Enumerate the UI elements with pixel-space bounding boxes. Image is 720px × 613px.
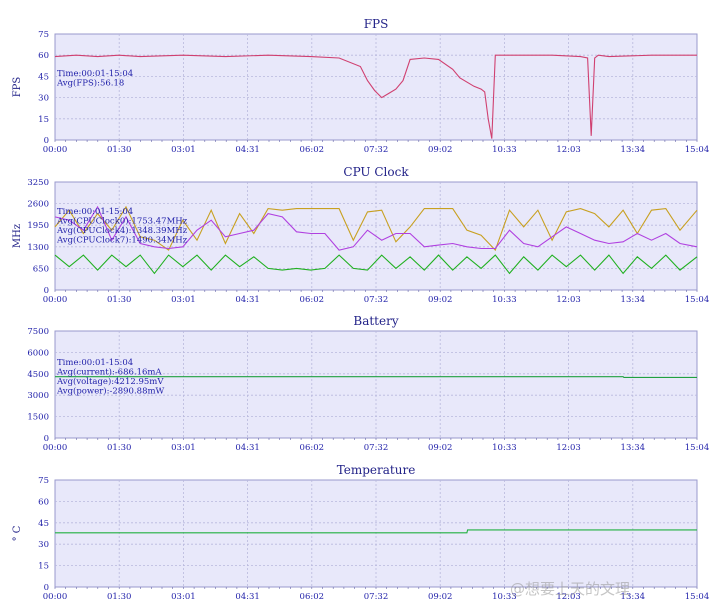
- x-tick-label: 04:31: [235, 592, 260, 602]
- x-tick-label: 04:31: [235, 443, 260, 453]
- annotation-text: Avg(CPUClock4):1348.39MHz: [56, 225, 188, 236]
- y-tick-label: 650: [33, 264, 49, 274]
- x-tick-label: 00:00: [43, 145, 68, 155]
- y-tick-label: 1950: [27, 221, 49, 231]
- y-tick-label: 3000: [27, 391, 49, 401]
- y-tick-label: 3250: [27, 178, 49, 188]
- x-tick-label: 03:01: [171, 592, 196, 602]
- x-tick-label: 09:02: [428, 592, 453, 602]
- y-tick-label: 75: [38, 476, 49, 486]
- annotation-text: Avg(CPUClock0):1753.47MHz: [56, 216, 188, 227]
- x-tick-label: 07:32: [364, 145, 389, 155]
- x-tick-label: 12:03: [556, 592, 581, 602]
- x-tick-label: 06:02: [300, 145, 325, 155]
- x-tick-label: 10:33: [492, 295, 517, 305]
- y-tick-label: 15: [38, 115, 49, 125]
- y-tick-label: 60: [38, 51, 49, 61]
- x-tick-label: 15:04: [685, 592, 710, 602]
- y-tick-label: 15: [38, 562, 49, 572]
- y-tick-label: 0: [44, 136, 49, 146]
- y-tick-label: 6000: [27, 348, 49, 358]
- chart-title: FPS: [364, 17, 389, 31]
- y-tick-label: 1500: [27, 413, 49, 423]
- y-tick-label: 30: [38, 540, 49, 550]
- x-tick-label: 13:34: [621, 443, 646, 453]
- y-tick-label: 0: [44, 583, 49, 593]
- x-tick-label: 03:01: [171, 295, 196, 305]
- x-tick-label: 13:34: [621, 145, 646, 155]
- annotation-text: Time:00:01-15:04: [57, 69, 133, 79]
- x-tick-label: 07:32: [364, 443, 389, 453]
- series-line-0: [55, 376, 697, 378]
- x-tick-label: 00:00: [43, 592, 68, 602]
- x-tick-label: 03:01: [171, 145, 196, 155]
- x-tick-label: 06:02: [300, 592, 325, 602]
- series-line-0: [54, 54, 697, 139]
- x-tick-label: 09:02: [428, 295, 453, 305]
- y-tick-label: 4500: [27, 370, 49, 380]
- annotation-text: Avg(CPUClock7):1490.34MHz: [56, 235, 188, 246]
- series-line-0: [55, 529, 697, 534]
- y-tick-label: 0: [44, 286, 49, 296]
- x-tick-label: 13:34: [621, 592, 646, 602]
- y-tick-label: 30: [38, 94, 49, 104]
- x-tick-label: 01:30: [107, 295, 132, 305]
- chart-title: Battery: [353, 314, 398, 328]
- x-tick-label: 10:33: [492, 443, 517, 453]
- x-tick-label: 03:01: [171, 443, 196, 453]
- annotation-text: Time:00:01-15:04: [57, 358, 133, 368]
- watermark-text: @想要上天的文理: [510, 580, 631, 598]
- x-tick-label: 04:31: [235, 295, 260, 305]
- series-line-2: [54, 254, 698, 275]
- y-axis-label: FPS: [12, 77, 23, 98]
- x-tick-label: 07:32: [364, 592, 389, 602]
- x-tick-label: 09:02: [428, 145, 453, 155]
- chart-title: Temperature: [337, 463, 416, 477]
- y-tick-label: 1300: [27, 243, 49, 253]
- annotation-text: Avg(power):-2890.88mW: [56, 386, 165, 397]
- y-tick-label: 75: [38, 30, 49, 40]
- y-tick-label: 2600: [27, 200, 49, 210]
- y-tick-label: 7500: [27, 327, 49, 337]
- x-tick-label: 15:04: [685, 295, 710, 305]
- x-tick-label: 00:00: [43, 295, 68, 305]
- chart-panel-1: CPU Clock 0 650 1300 1950 2600 3250 00:00 01:30 0…: [12, 165, 709, 305]
- y-axis-label: MHz: [12, 224, 23, 248]
- x-tick-label: 13:34: [621, 295, 646, 305]
- series-line-1: [54, 205, 698, 251]
- annotation-text: Time:00:01-15:04: [57, 207, 133, 217]
- x-tick-label: 01:30: [107, 145, 132, 155]
- chart-panel-2: Battery 0 1500 3000 4500 6000 7500 00:00 01:30 03…: [27, 314, 709, 453]
- x-tick-label: 09:02: [428, 443, 453, 453]
- x-tick-label: 00:00: [43, 443, 68, 453]
- annotation-text: Avg(current):-686.16mA: [56, 367, 162, 378]
- y-tick-label: 60: [38, 497, 49, 507]
- x-tick-label: 01:30: [107, 443, 132, 453]
- chart-title: CPU Clock: [343, 165, 409, 179]
- chart-panel-3: Temperature 0 15 30 45 60 75 00:00 01:30 03:01 04:…: [12, 463, 709, 602]
- x-tick-label: 12:03: [556, 295, 581, 305]
- x-tick-label: 06:02: [300, 295, 325, 305]
- annotation-text: Avg(FPS):56.18: [56, 78, 124, 89]
- x-tick-label: 12:03: [556, 145, 581, 155]
- y-tick-label: 45: [38, 72, 49, 82]
- y-tick-label: 0: [44, 434, 49, 444]
- x-tick-label: 10:33: [492, 145, 517, 155]
- x-tick-label: 15:04: [685, 443, 710, 453]
- x-tick-label: 04:31: [235, 145, 260, 155]
- chart-panel-0: FPS 0 15 30 45 60 75 00:00 01:30 03:01 04:31 06:02 0…: [12, 17, 709, 155]
- x-tick-label: 06:02: [300, 443, 325, 453]
- x-tick-label: 15:04: [685, 145, 710, 155]
- y-axis-label: ° C: [12, 525, 23, 541]
- x-tick-label: 07:32: [364, 295, 389, 305]
- x-tick-label: 12:03: [556, 443, 581, 453]
- annotation-text: Avg(voltage):4212.95mV: [56, 376, 164, 387]
- x-tick-label: 10:33: [492, 592, 517, 602]
- y-tick-label: 45: [38, 519, 49, 529]
- series-line-0: [54, 205, 698, 252]
- x-tick-label: 01:30: [107, 592, 132, 602]
